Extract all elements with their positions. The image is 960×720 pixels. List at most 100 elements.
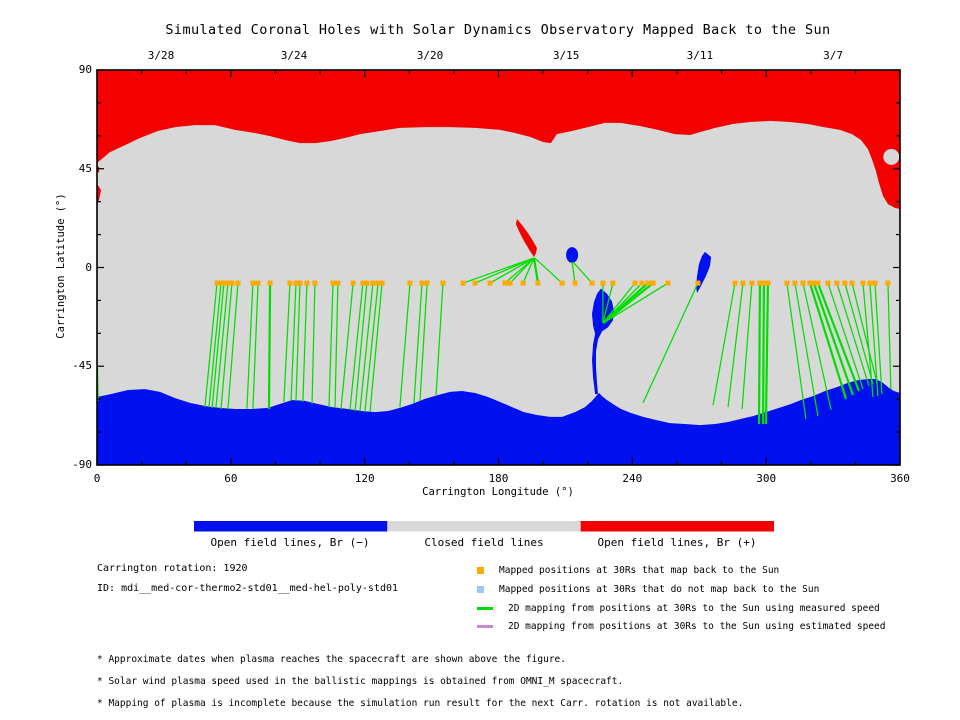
purple-line-marker-icon xyxy=(477,624,493,628)
orange-square-marker-icon xyxy=(477,566,484,574)
mapping-line xyxy=(851,282,878,384)
mapped-position-dot xyxy=(800,280,806,286)
mapped-position-dot xyxy=(419,280,425,286)
mapping-line xyxy=(462,257,535,284)
mapped-position-dot xyxy=(379,280,385,286)
mapped-position-dot xyxy=(293,280,299,286)
mapped-position-dot xyxy=(559,280,565,286)
mapping-line xyxy=(786,282,807,420)
legend-item-label: 2D mapping from positions at 30Rs to the… xyxy=(508,620,886,632)
date-label: 3/20 xyxy=(416,49,444,62)
mapping-line xyxy=(761,283,766,424)
mapping-line xyxy=(727,283,744,408)
mapping-line xyxy=(642,282,699,404)
mapped-position-dot xyxy=(792,280,798,286)
mapped-position-dot xyxy=(360,280,366,286)
mapped-position-dot xyxy=(335,280,341,286)
mapping-line xyxy=(267,283,272,410)
date-label: 3/24 xyxy=(280,49,308,62)
colorbar-segment xyxy=(580,521,774,532)
mapping-line xyxy=(283,283,291,403)
footnote-omni: * Solar wind plasma speed used in the ba… xyxy=(97,676,624,687)
map-regions xyxy=(97,70,900,465)
run-id-text: ID: mdi__med-cor-thermo2-std01__med-hel-… xyxy=(97,583,399,594)
mapped-position-dot xyxy=(639,280,645,286)
mapping-line xyxy=(572,261,593,284)
mapping-line xyxy=(215,283,229,409)
mapping-line xyxy=(887,283,892,390)
mapped-position-dot xyxy=(807,280,813,286)
mapped-position-dot xyxy=(440,280,446,286)
mapping-line xyxy=(812,282,854,396)
red-edge-patch xyxy=(97,183,101,205)
legend-item-mapped-back: Mapped positions at 30Rs that map back t… xyxy=(477,564,779,576)
mapped-position-dot xyxy=(225,280,231,286)
mapped-position-dot xyxy=(487,280,493,286)
mapped-position-dot xyxy=(507,280,513,286)
legend-item-estimated-speed: 2D mapping from positions at 30Rs to the… xyxy=(477,620,886,632)
mapped-position-dot xyxy=(364,280,370,286)
mapping-line xyxy=(302,283,308,403)
mapped-position-dot xyxy=(535,280,541,286)
mapping-line xyxy=(827,282,864,390)
mapped-position-dot xyxy=(732,280,738,286)
x-tick-label: 360 xyxy=(890,472,910,485)
mapping-line xyxy=(509,257,535,284)
page-title: Simulated Coronal Holes with Solar Dynam… xyxy=(165,22,831,38)
mapped-position-dot xyxy=(255,280,261,286)
date-label: 3/11 xyxy=(686,49,714,62)
carrington-rotation-text: Carrington rotation: 1920 xyxy=(97,563,248,574)
mapped-position-dot xyxy=(872,280,878,286)
mapping-line xyxy=(419,283,428,401)
mapped-position-dot xyxy=(350,280,356,286)
x-tick-label: 60 xyxy=(224,472,238,485)
legend-item-not-mapped-back: Mapped positions at 30Rs that do not map… xyxy=(477,583,819,595)
mapped-position-dot xyxy=(885,280,891,286)
mapped-position-dot xyxy=(267,280,273,286)
y-tick-label: -90 xyxy=(72,458,92,471)
mapping-line xyxy=(602,282,654,324)
mapping-line xyxy=(532,257,540,284)
mapped-position-dot xyxy=(784,280,790,286)
mapped-position-dot xyxy=(502,280,508,286)
mapped-position-dot xyxy=(221,280,227,286)
blue-square-marker-icon xyxy=(477,585,484,593)
colorbar-label-closed: Closed field lines xyxy=(424,536,544,549)
mapping-line xyxy=(311,283,316,405)
mapping-line xyxy=(522,257,535,284)
y-tick-label: 45 xyxy=(78,161,92,175)
mapped-position-dot xyxy=(460,280,466,286)
mapping-line xyxy=(794,282,819,417)
mapping-line xyxy=(204,283,218,408)
x-tick-label: 0 xyxy=(93,472,101,485)
mapped-position-dot xyxy=(842,280,848,286)
mapped-position-dot xyxy=(572,280,578,286)
mapping-line xyxy=(816,282,860,392)
mapping-line xyxy=(208,283,222,408)
mapping-line xyxy=(220,283,233,410)
mapped-position-dot xyxy=(250,280,256,286)
mapped-position-dot xyxy=(815,280,821,286)
y-tick-label: 90 xyxy=(78,63,92,76)
mapping-line xyxy=(349,283,364,410)
north-open-field-region xyxy=(97,70,900,209)
mapped-position-dot xyxy=(589,280,595,286)
mapping-line xyxy=(227,283,239,410)
mapping-line xyxy=(328,283,334,408)
x-tick-label: 180 xyxy=(488,472,509,485)
mapping-line xyxy=(334,283,339,408)
blue-streak-feature xyxy=(592,288,614,395)
mapped-position-dot xyxy=(849,280,855,286)
mapping-line xyxy=(252,283,259,410)
colorbar-segment xyxy=(387,521,581,532)
mapped-position-dot xyxy=(287,280,293,286)
mapping-line xyxy=(862,283,874,398)
mapped-position-dot xyxy=(424,280,430,286)
mapping-line xyxy=(354,283,368,412)
mapping-line xyxy=(413,283,423,403)
mapping-line xyxy=(340,283,354,410)
mapping-line xyxy=(808,282,848,400)
mapped-position-dot xyxy=(867,280,873,286)
mapping-line xyxy=(489,257,535,284)
